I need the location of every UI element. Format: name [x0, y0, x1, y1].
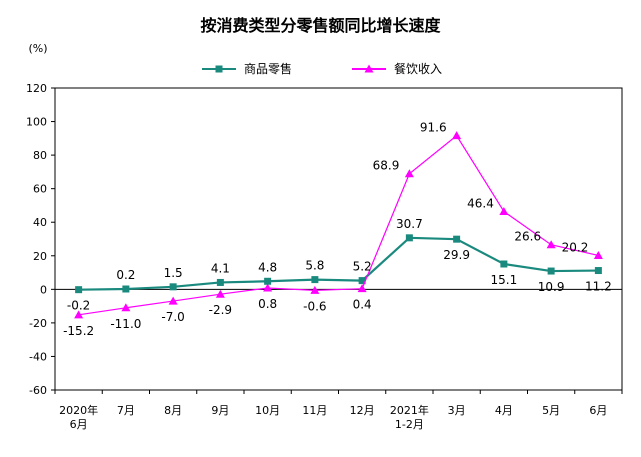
- x-tick-label: 5月: [542, 404, 560, 417]
- data-point-triangle: [499, 206, 509, 215]
- legend-label: 商品零售: [244, 61, 292, 76]
- x-tick-label: 6月: [589, 404, 607, 417]
- x-tick-label: 9月: [211, 404, 229, 417]
- data-label: -0.2: [67, 299, 90, 313]
- data-label: 11.2: [585, 280, 612, 294]
- data-label: 10.9: [538, 280, 565, 294]
- x-tick-label: 12月: [350, 404, 375, 417]
- data-point-triangle: [364, 64, 374, 73]
- y-tick-label: 100: [26, 116, 47, 129]
- data-point-square: [264, 277, 272, 285]
- chart-title: 按消费类型分零售额同比增长速度: [200, 16, 441, 35]
- y-tick-label: 20: [33, 250, 47, 263]
- x-tick-label: 4月: [495, 404, 513, 417]
- data-label: 0.4: [353, 298, 372, 312]
- data-point-triangle: [310, 285, 320, 294]
- data-point-triangle: [121, 303, 131, 312]
- data-label: 15.1: [491, 273, 518, 287]
- x-tick-label: 7月: [117, 404, 135, 417]
- data-point-triangle: [215, 289, 225, 298]
- data-label: -15.2: [63, 324, 94, 338]
- data-point-triangle: [74, 310, 84, 319]
- y-tick-label: 60: [33, 183, 47, 196]
- data-point-square: [169, 283, 177, 291]
- data-point-square: [311, 276, 319, 284]
- x-tick-label: 3月: [448, 404, 466, 417]
- data-label: 29.9: [443, 248, 470, 262]
- data-point-square: [75, 286, 83, 294]
- data-label: 68.9: [373, 159, 400, 173]
- data-point-triangle: [357, 284, 367, 293]
- data-point-square: [547, 267, 555, 275]
- data-label: 5.2: [353, 260, 372, 274]
- y-tick-label: 80: [33, 149, 47, 162]
- x-tick-label: 10月: [255, 404, 280, 417]
- data-point-square: [405, 234, 413, 242]
- data-label: 0.8: [258, 297, 277, 311]
- data-label: 46.4: [467, 196, 494, 210]
- data-label: 5.8: [305, 259, 324, 273]
- data-point-square: [215, 65, 223, 73]
- data-label: 4.1: [211, 261, 230, 275]
- data-label: -7.0: [161, 310, 184, 324]
- data-label: -0.6: [303, 299, 326, 313]
- data-label: 4.8: [258, 260, 277, 274]
- x-tick-label: 2021年 1-2月: [390, 403, 429, 431]
- y-tick-label: -40: [29, 350, 47, 363]
- y-tick-label: -60: [29, 384, 47, 397]
- x-tick-label: 2020年 6月: [59, 403, 98, 431]
- data-label: 1.5: [164, 266, 183, 280]
- data-point-square: [216, 278, 224, 286]
- series-line: [78, 236, 599, 291]
- y-tick-label: 120: [26, 82, 47, 95]
- x-tick-label: 8月: [164, 404, 182, 417]
- data-point-square: [358, 277, 366, 285]
- data-label: -2.9: [209, 303, 232, 317]
- data-point-triangle: [546, 240, 556, 249]
- data-point-triangle: [452, 131, 462, 140]
- data-point-square: [122, 285, 130, 293]
- legend-label: 餐饮收入: [394, 61, 442, 76]
- series-line: [78, 134, 599, 316]
- data-labels: -0.2 0.2 1.5 4.1 4.8 5.8 5.2 30.7 29.9 15.1 10.9 11…: [63, 121, 612, 338]
- data-label: 26.6: [514, 230, 541, 244]
- data-label: 0.2: [116, 268, 135, 282]
- data-point-triangle: [593, 250, 603, 259]
- data-label: 91.6: [420, 121, 447, 135]
- data-label: 20.2: [562, 240, 589, 254]
- data-point-square: [594, 267, 602, 275]
- x-tick-label: 11月: [302, 404, 327, 417]
- series-layer: [74, 131, 603, 319]
- data-point-square: [500, 260, 508, 268]
- data-label: 30.7: [396, 217, 423, 231]
- legend: 商品零售 餐饮收入: [202, 61, 442, 76]
- y-tick-label: 0: [40, 283, 47, 296]
- y-tick-label: -20: [29, 317, 47, 330]
- y-unit-label: (%): [28, 42, 47, 55]
- data-label: -11.0: [110, 317, 141, 331]
- data-point-square: [453, 235, 461, 243]
- y-tick-label: 40: [33, 216, 47, 229]
- data-point-triangle: [168, 296, 178, 305]
- data-point-triangle: [404, 169, 414, 178]
- data-point-triangle: [263, 283, 273, 292]
